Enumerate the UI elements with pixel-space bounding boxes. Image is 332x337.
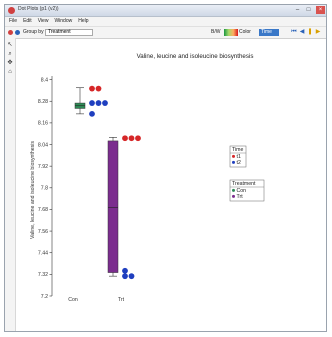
group-icon[interactable] xyxy=(15,30,20,35)
data-point-con-t2 xyxy=(89,110,95,117)
legend-swatch xyxy=(232,160,235,164)
y-axis-label: Valine, leucine and isoleucine biosynthe… xyxy=(30,141,36,239)
legend-swatch xyxy=(232,154,235,158)
data-point-trt-t2 xyxy=(122,267,128,274)
legend-entry-label: Trt xyxy=(237,194,244,200)
dot-plot-window: Dot Plots (p1 (v2)) – □ × File Edit View… xyxy=(4,4,327,332)
view-mode-label: B/W xyxy=(211,29,221,35)
data-point-trt-t2 xyxy=(122,273,128,280)
menu-window[interactable]: Window xyxy=(54,18,73,24)
legend-frame xyxy=(229,179,265,202)
y-tick-label: 8.4 xyxy=(41,77,48,83)
color-scale-swatch[interactable] xyxy=(224,29,238,36)
title-bar: Dot Plots (p1 (v2)) – □ × xyxy=(5,5,326,17)
tool-strip: ↖ ⌕ ✥ ⌂ xyxy=(5,38,16,331)
y-tick-label: 7.68 xyxy=(38,207,48,213)
legend-swatch xyxy=(232,188,235,192)
play-icon[interactable]: ▶ xyxy=(315,29,321,35)
y-tick-label: 7.32 xyxy=(38,272,48,278)
y-tick-label: 8.16 xyxy=(38,121,48,127)
color-by-select[interactable]: Time xyxy=(259,29,279,36)
legend-entry-label: Con xyxy=(237,188,247,194)
box-trt xyxy=(107,137,119,277)
data-point-con-t2 xyxy=(89,100,95,106)
close-icon[interactable]: × xyxy=(316,6,325,14)
y-tick-label: 7.2 xyxy=(41,294,48,300)
skip-back-icon[interactable]: ⏮ xyxy=(291,29,297,35)
maximize-icon[interactable]: □ xyxy=(306,7,311,13)
home-icon[interactable]: ⌂ xyxy=(8,69,12,75)
data-point-trt-t1 xyxy=(128,135,135,142)
chart-title: Valine, leucine and isoleucine biosynthe… xyxy=(137,53,254,60)
data-point-trt-t2 xyxy=(128,273,135,280)
menu-bar: File Edit View Window Help xyxy=(5,17,326,27)
box-con xyxy=(74,87,86,115)
menu-view[interactable]: View xyxy=(37,18,49,24)
record-icon[interactable] xyxy=(8,30,13,35)
data-point-con-t2 xyxy=(102,100,108,106)
x-category-label: Trt xyxy=(118,297,125,303)
legend-swatch xyxy=(232,194,235,198)
y-tick-label: 7.56 xyxy=(38,229,48,235)
app-icon xyxy=(8,7,15,14)
menu-edit[interactable]: Edit xyxy=(23,18,32,24)
legend-entry-label: t1 xyxy=(237,154,241,160)
data-point-con-t1 xyxy=(95,85,102,92)
toolbar: Group by Treatment B/W Color Time ⏮ ◀ ❚ … xyxy=(5,27,326,39)
zoom-icon[interactable]: ⌕ xyxy=(8,51,12,57)
box-body xyxy=(107,140,119,273)
y-tick-label: 8.04 xyxy=(38,142,48,148)
group-by-select[interactable]: Treatment xyxy=(45,29,93,36)
legend-title: Treatment xyxy=(232,181,256,187)
menu-file[interactable]: File xyxy=(9,18,18,24)
data-point-con-t1 xyxy=(89,85,95,92)
minimize-icon[interactable]: – xyxy=(295,7,300,13)
pause-icon[interactable]: ❚ xyxy=(307,29,313,35)
color-label: Color xyxy=(239,29,251,35)
legend-entry-label: t2 xyxy=(237,160,241,166)
data-point-trt-t1 xyxy=(122,135,128,142)
y-tick-label: 7.92 xyxy=(38,164,48,170)
pan-icon[interactable]: ✥ xyxy=(7,60,13,66)
y-tick-label: 7.44 xyxy=(38,251,48,257)
legend-title: Time xyxy=(232,147,243,153)
group-by-label: Group by xyxy=(23,29,44,35)
y-tick-label: 7.8 xyxy=(41,186,48,192)
pointer-icon[interactable]: ↖ xyxy=(7,42,13,48)
data-point-trt-t1 xyxy=(135,135,141,142)
step-back-icon[interactable]: ◀ xyxy=(299,29,305,35)
window-title: Dot Plots (p1 (v2)) xyxy=(18,6,59,12)
y-tick-label: 8.28 xyxy=(38,99,48,105)
x-category-label: Con xyxy=(68,297,78,303)
data-point-con-t2 xyxy=(95,100,102,106)
menu-help[interactable]: Help xyxy=(78,18,89,24)
